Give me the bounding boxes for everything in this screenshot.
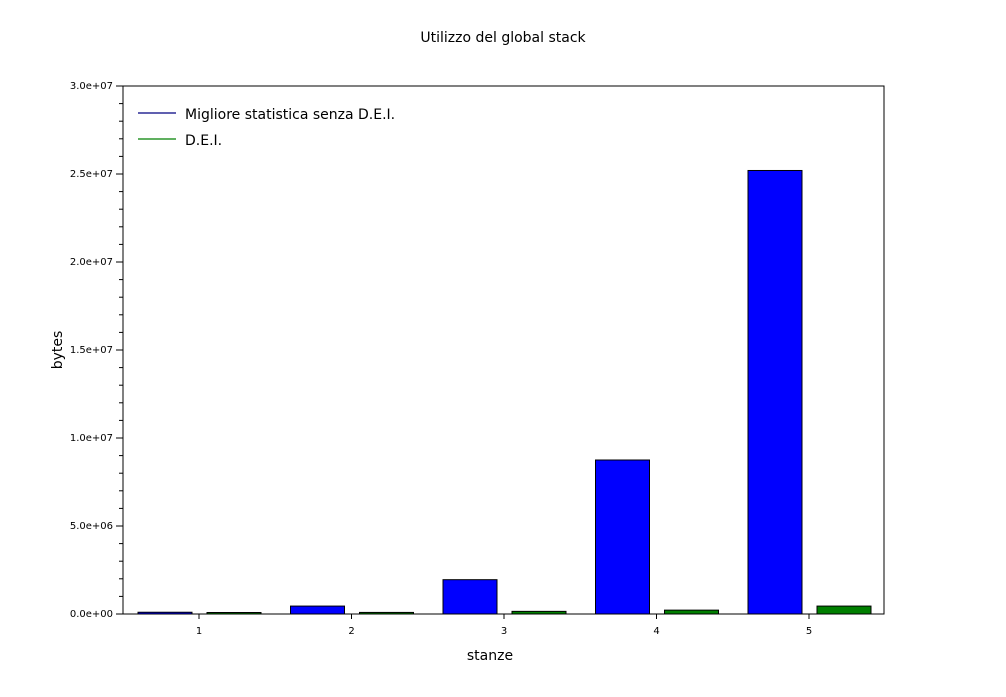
legend-label-series-2: D.E.I. — [185, 133, 222, 149]
y-tick-label: 5.0e+06 — [70, 521, 113, 532]
y-tick-label: 2.0e+07 — [70, 257, 113, 268]
y-tick-label: 1.0e+07 — [70, 433, 113, 444]
bar-series-2-cat-1 — [206, 612, 262, 615]
x-tick-label: 4 — [653, 626, 659, 637]
bar-series-1-cat-4 — [595, 459, 650, 615]
x-axis: 1 2 3 4 5 — [196, 614, 812, 637]
x-axis-label: stanze — [467, 648, 513, 664]
bar-series-2-cat-2 — [359, 611, 414, 615]
bar-series-1-cat-5 — [747, 169, 803, 615]
y-tick-label: 3.0e+07 — [70, 81, 113, 92]
y-tick-label: 0.0e+00 — [70, 609, 113, 620]
bars-group — [137, 169, 872, 615]
bar-series-2-cat-4 — [664, 609, 719, 615]
y-axis-label: bytes — [50, 331, 66, 370]
y-tick-label: 1.5e+07 — [70, 345, 113, 356]
bar-series-1-cat-3 — [442, 579, 498, 615]
x-tick-label: 5 — [806, 626, 812, 637]
legend-label-series-1: Migliore statistica senza D.E.I. — [185, 107, 395, 123]
y-axis: 0.0e+00 5.0e+06 1.0e+07 1.5e+07 2.0e+07 2.5e+… — [70, 81, 123, 620]
legend: Migliore statistica senza D.E.I. D.E.I. — [138, 107, 395, 149]
bar-series-2-cat-5 — [816, 605, 872, 615]
x-tick-label: 2 — [348, 626, 354, 637]
bar-series-1-cat-2 — [290, 605, 345, 615]
x-tick-label: 3 — [501, 626, 507, 637]
bar-series-2-cat-3 — [511, 610, 567, 615]
chart-title: Utilizzo del global stack — [420, 30, 586, 46]
x-tick-label: 1 — [196, 626, 202, 637]
y-tick-label: 2.5e+07 — [70, 169, 113, 180]
bar-series-1-cat-1 — [137, 611, 193, 615]
